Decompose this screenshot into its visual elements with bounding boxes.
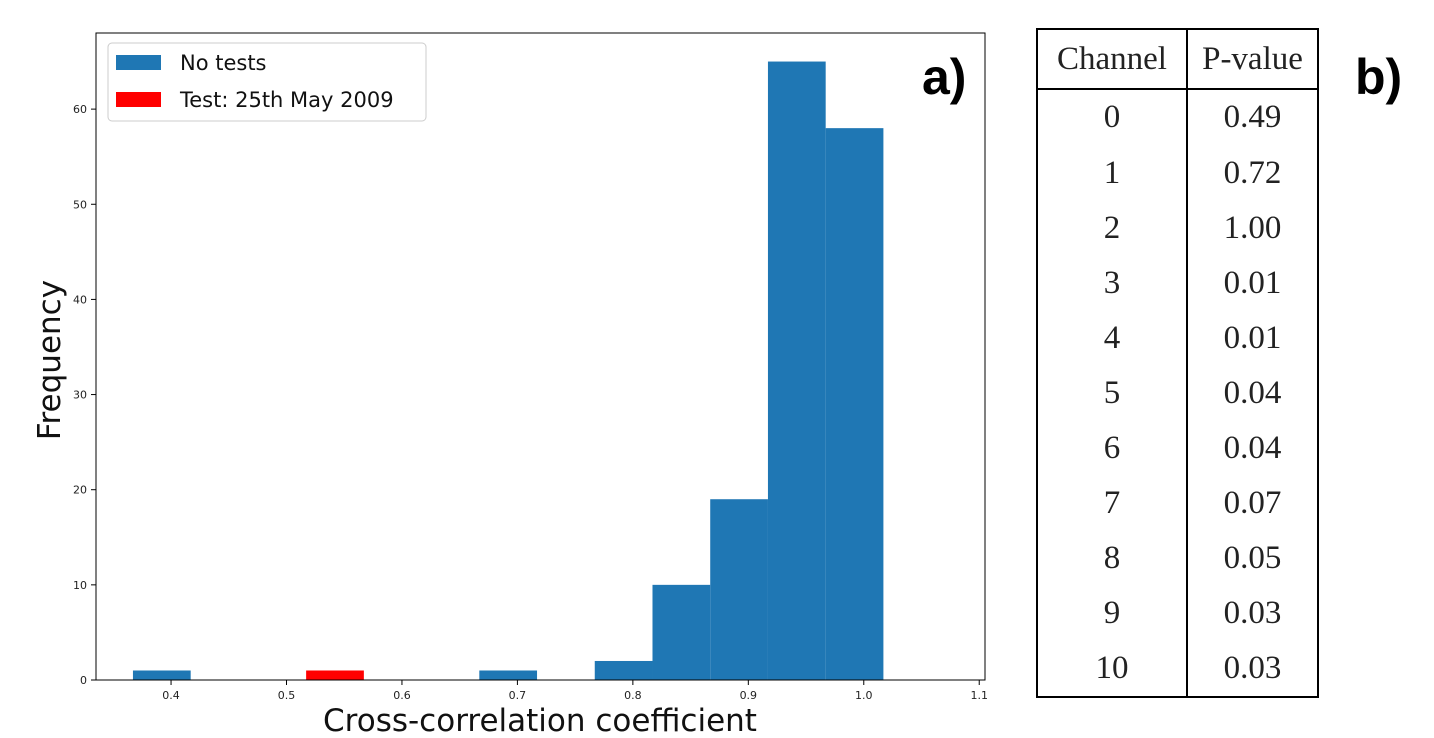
channel-cell: 2	[1038, 200, 1188, 256]
x-tick-label: 0.5	[278, 689, 296, 702]
table-row: 5 0.04	[1038, 365, 1317, 421]
y-axis-ticks: 0 10 20 30 40 50 60	[73, 103, 96, 687]
p-value-cell: 1.00	[1223, 209, 1282, 246]
x-tick-label: 0.8	[624, 689, 642, 702]
histogram-chart: 0.4 0.5 0.6 0.7 0.8 0.9 1.0 1.1 0 10 20 30 40 50 60 C…	[32, 32, 988, 738]
channel-cell: 4	[1038, 310, 1188, 366]
channel-cell: 0	[1038, 89, 1188, 146]
y-tick-label: 10	[73, 579, 87, 592]
table-header-row: Channel P-value	[1038, 30, 1317, 90]
table-row: 4 0.01	[1038, 310, 1317, 366]
header-channel: Channel	[1038, 30, 1188, 90]
p-value-cell: 0.01	[1223, 319, 1282, 356]
bar-no-tests-3	[652, 584, 711, 680]
plot-frame	[95, 32, 986, 681]
p-value-cell: 0.03	[1223, 649, 1282, 686]
y-tick-label: 60	[73, 103, 87, 116]
panel-label-b: b)	[1355, 49, 1403, 105]
channel-cell: 9	[1038, 585, 1188, 641]
channel-cell: 1	[1038, 145, 1188, 201]
header-p-value: P-value	[1187, 30, 1317, 90]
legend-label-no-tests: No tests	[180, 51, 267, 75]
channel-cell: 8	[1038, 530, 1188, 586]
table-row: 6 0.04	[1038, 420, 1317, 476]
x-tick-label: 0.9	[740, 689, 758, 702]
p-value-cell: 0.05	[1223, 539, 1282, 576]
x-tick-label: 1.0	[855, 689, 873, 702]
x-tick-label: 0.4	[162, 689, 180, 702]
bar-test-0	[306, 670, 364, 680]
channel-cell: 7	[1038, 475, 1188, 531]
bar-no-tests-0	[132, 670, 191, 680]
bars-group	[132, 61, 884, 681]
legend-swatch-test	[116, 92, 161, 107]
table-row: 3 0.01	[1038, 255, 1317, 311]
x-tick-label: 1.1	[970, 689, 988, 702]
table-row: 7 0.07	[1038, 475, 1317, 531]
y-tick-label: 30	[73, 389, 87, 402]
table-row: 2 1.00	[1038, 200, 1317, 256]
bar-no-tests-1	[479, 670, 538, 680]
y-tick-label: 40	[73, 293, 87, 306]
channel-cell: 5	[1038, 365, 1188, 421]
table-row: 10 0.03	[1038, 640, 1317, 696]
table-row: 1 0.72	[1038, 145, 1317, 201]
p-value-cell: 0.72	[1223, 154, 1282, 191]
p-value-cell: 0.04	[1223, 429, 1282, 466]
p-value-cell: 0.04	[1223, 374, 1282, 411]
table-row: 0 0.49	[1038, 89, 1317, 146]
bar-no-tests-4	[710, 499, 768, 680]
bar-no-tests-2	[594, 660, 653, 680]
legend: No tests Test: 25th May 2009	[107, 42, 427, 122]
y-tick-label: 50	[73, 198, 87, 211]
table-row: 8 0.05	[1038, 530, 1317, 586]
panel-label-a: a)	[922, 49, 967, 105]
p-value-table: Channel P-value 0 0.49 1 0.72 2 1.00 3 0.01 4 0.0…	[1038, 30, 1317, 696]
bar-no-tests-5	[767, 61, 826, 681]
channel-cell: 6	[1038, 420, 1188, 476]
y-tick-label: 0	[80, 674, 87, 687]
x-axis-title: Cross-correlation coefficient	[323, 703, 757, 738]
table-row: 9 0.03	[1038, 585, 1317, 641]
p-value-cell: 0.03	[1223, 594, 1282, 631]
p-value-cell: 0.01	[1223, 264, 1282, 301]
legend-label-test: Test: 25th May 2009	[179, 88, 394, 112]
x-tick-label: 0.7	[509, 689, 527, 702]
y-axis-title: Frequency	[32, 280, 68, 440]
x-axis-ticks: 0.4 0.5 0.6 0.7 0.8 0.9 1.0 1.1	[162, 680, 988, 702]
p-value-cell: 0.49	[1223, 99, 1282, 136]
p-value-table-frame: Channel P-value 0 0.49 1 0.72 2 1.00 3 0.01 4 0.0…	[1036, 28, 1319, 698]
p-value-cell: 0.07	[1223, 484, 1282, 521]
table-body: 0 0.49 1 0.72 2 1.00 3 0.01 4 0.01 5 0.04 6 0.04 7 0.07…	[1038, 89, 1317, 696]
y-tick-label: 20	[73, 484, 87, 497]
bar-no-tests-6	[825, 128, 884, 680]
legend-swatch-no-tests	[116, 55, 161, 70]
x-tick-label: 0.6	[393, 689, 411, 702]
channel-cell: 3	[1038, 255, 1188, 311]
legend-box	[107, 42, 427, 122]
channel-cell: 10	[1038, 640, 1188, 696]
